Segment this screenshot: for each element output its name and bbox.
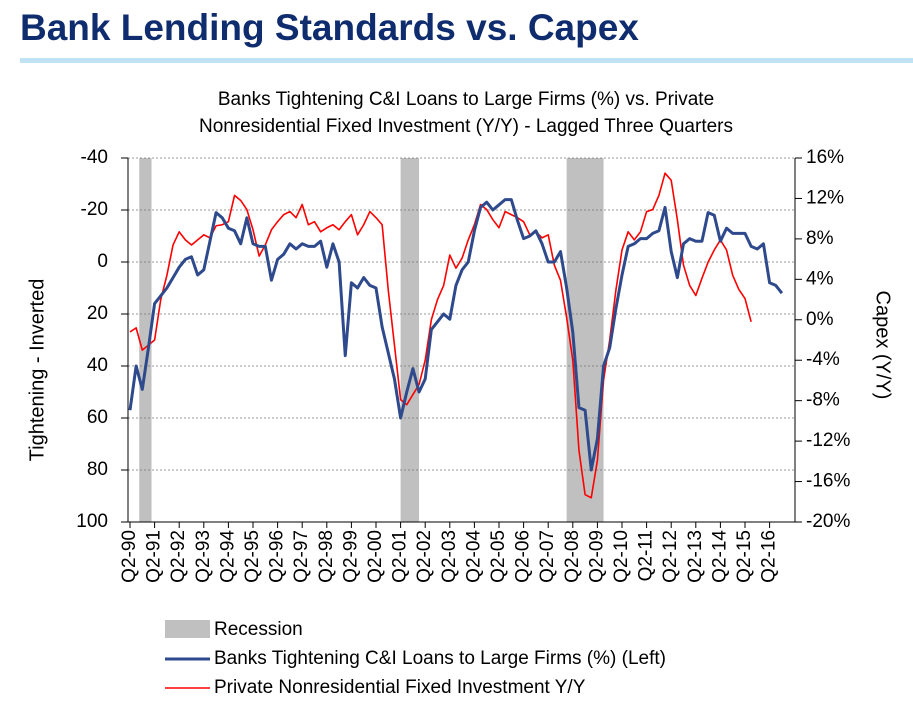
y-tick-label: 40 xyxy=(87,355,108,376)
x-tick-label: Q2-99 xyxy=(340,530,361,583)
x-tick-label: Q2-92 xyxy=(168,530,189,583)
y2-tick-label: -12% xyxy=(806,430,850,451)
y2-tick-label: -16% xyxy=(806,471,850,492)
x-tick-label: Q2-93 xyxy=(193,530,214,583)
header-rule xyxy=(20,58,913,63)
x-tick-label: Q2-15 xyxy=(734,530,755,583)
x-tick-label: Q2-01 xyxy=(390,530,411,583)
x-tick-label: Q2-98 xyxy=(316,530,337,583)
y-tick-label: 20 xyxy=(87,303,108,324)
x-tick-label: Q2-04 xyxy=(463,530,484,583)
y2-tick-label: 4% xyxy=(806,268,834,289)
series-line xyxy=(129,172,752,499)
y2-tick-label: -8% xyxy=(806,390,840,411)
y-tick-label: -40 xyxy=(81,147,108,168)
y2-tick-label: -20% xyxy=(806,511,850,532)
y2-tick-label: -4% xyxy=(806,349,840,370)
x-tick-label: Q2-95 xyxy=(242,530,263,583)
x-tick-label: Q2-16 xyxy=(759,530,780,583)
x-tick-label: Q2-06 xyxy=(513,530,534,583)
y2-tick-label: 8% xyxy=(806,228,834,249)
x-tick-label: Q2-05 xyxy=(488,530,509,583)
series-line xyxy=(128,198,784,472)
y2-tick-label: 12% xyxy=(806,187,844,208)
legend-swatch xyxy=(165,620,210,638)
y-tick-label: 80 xyxy=(87,459,108,480)
page-header: Bank Lending Standards vs. Capex xyxy=(20,7,639,48)
chart-title: Banks Tightening C&I Loans to Large Firm… xyxy=(218,89,714,110)
x-tick-label: Q2-90 xyxy=(119,530,140,583)
legend-label: Private Nonresidential Fixed Investment … xyxy=(214,677,586,698)
y-tick-label: 100 xyxy=(76,511,108,532)
y-tick-label: 0 xyxy=(97,251,108,272)
y2-axis-label: Capex (Y/Y) xyxy=(872,291,894,400)
y2-tick-label: 0% xyxy=(806,309,834,330)
x-tick-label: Q2-94 xyxy=(217,530,238,583)
chart-subtitle: Nonresidential Fixed Investment (Y/Y) - … xyxy=(199,116,733,137)
recession-band xyxy=(139,158,152,522)
x-tick-label: Q2-12 xyxy=(660,530,681,583)
legend-label: Banks Tightening C&I Loans to Large Firm… xyxy=(214,648,666,669)
x-tick-label: Q2-02 xyxy=(414,530,435,583)
legend-label: Recession xyxy=(214,619,303,640)
y-tick-label: 60 xyxy=(87,407,108,428)
x-tick-label: Q2-97 xyxy=(291,530,312,583)
x-tick-label: Q2-13 xyxy=(685,530,706,583)
y-axis-label: Tightening - Inverted xyxy=(26,279,48,462)
x-tick-label: Q2-91 xyxy=(144,530,165,583)
recession-band xyxy=(400,158,420,522)
x-tick-label: Q2-11 xyxy=(636,530,657,581)
x-tick-label: Q2-96 xyxy=(267,530,288,583)
x-tick-label: Q2-10 xyxy=(611,530,632,583)
x-tick-label: Q2-14 xyxy=(709,530,730,583)
x-tick-label: Q2-07 xyxy=(537,530,558,583)
y2-tick-label: 16% xyxy=(806,147,844,168)
y-tick-label: -20 xyxy=(81,199,108,220)
x-tick-label: Q2-09 xyxy=(586,530,607,583)
x-tick-label: Q2-00 xyxy=(365,530,386,583)
x-tick-label: Q2-08 xyxy=(562,530,583,583)
x-tick-label: Q2-03 xyxy=(439,530,460,583)
